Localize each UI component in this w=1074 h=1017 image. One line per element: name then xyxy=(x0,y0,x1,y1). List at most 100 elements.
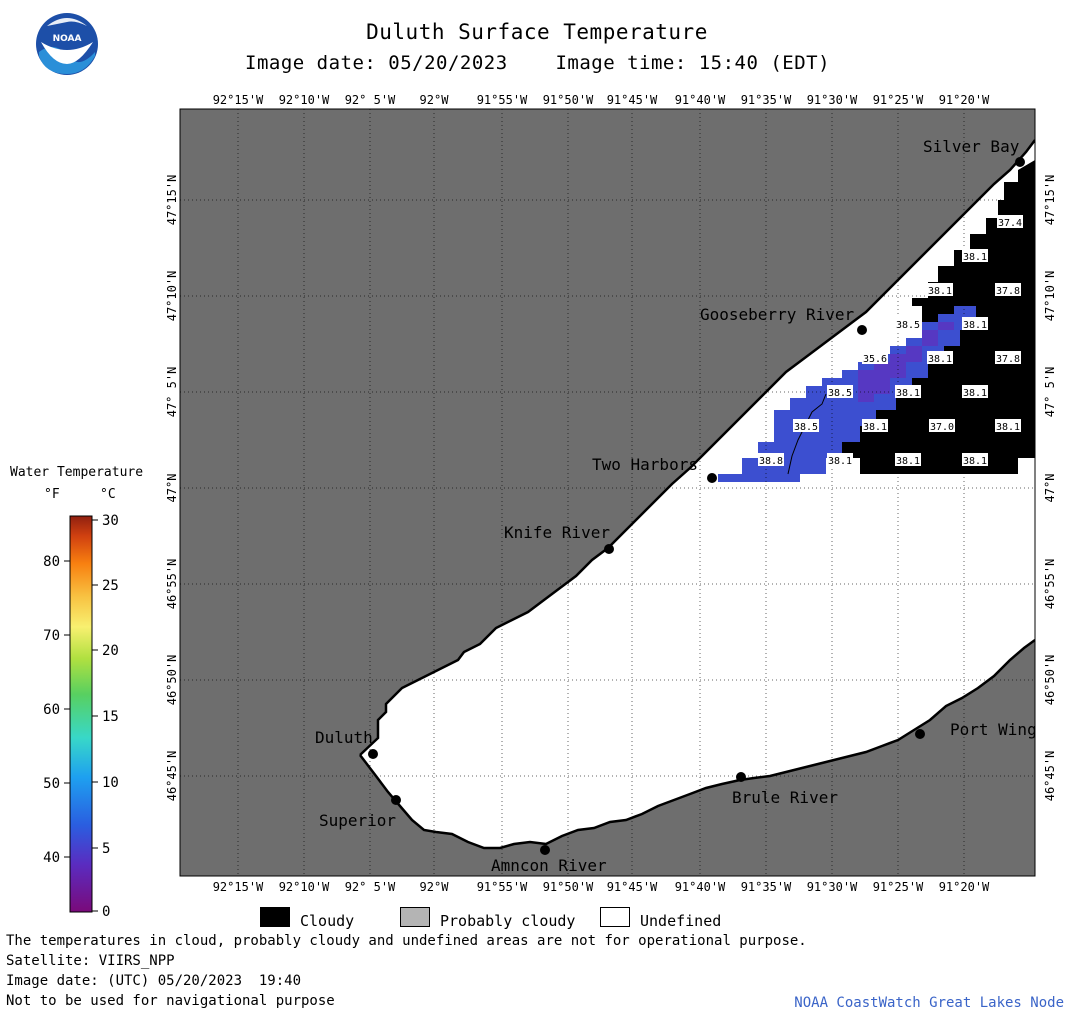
lon-label-bottom: 91°45'W xyxy=(607,880,658,894)
temperature-label: 37.8 xyxy=(995,351,1021,365)
place-marker: Superior xyxy=(319,795,401,830)
svg-text:37.8: 37.8 xyxy=(996,354,1020,365)
lon-label-top: 91°30'W xyxy=(807,93,858,107)
lat-label-left: 46°55'N xyxy=(165,559,179,610)
lon-label-top: 91°45'W xyxy=(607,93,658,107)
lat-label-right: 47°10'N xyxy=(1043,271,1057,322)
temperature-label: 38.8 xyxy=(758,453,784,467)
svg-text:38.1: 38.1 xyxy=(896,456,920,467)
legend-unit-c: °C xyxy=(100,487,116,502)
legend-c-tick: 20 xyxy=(102,643,119,659)
legend-f-tick: 50 xyxy=(43,776,60,792)
lat-label-left: 46°50'N xyxy=(165,655,179,706)
temperature-label: 38.1 xyxy=(962,385,988,399)
lat-label-right: 47°15'N xyxy=(1043,175,1057,226)
temperature-label: 38.1 xyxy=(962,317,988,331)
svg-text:38.5: 38.5 xyxy=(896,320,920,331)
lon-label-top: 91°50'W xyxy=(543,93,594,107)
image-time: Image time: 15:40 (EDT) xyxy=(555,52,831,74)
temperature-label: 38.5 xyxy=(793,419,819,433)
svg-text:38.1: 38.1 xyxy=(996,422,1020,433)
temperature-label: 38.1 xyxy=(895,453,921,467)
lon-label-top: 91°25'W xyxy=(873,93,924,107)
svg-text:35.6: 35.6 xyxy=(863,354,887,365)
legend-c-tick: 0 xyxy=(102,904,110,920)
lat-label-right: 46°55'N xyxy=(1043,559,1057,610)
place-marker: Brule River xyxy=(732,772,838,807)
place-label: Superior xyxy=(319,811,396,830)
key-cloudy-swatch xyxy=(260,907,290,927)
place-label: Brule River xyxy=(732,788,838,807)
key-probably-cloudy-label: Probably cloudy xyxy=(440,912,576,930)
legend-c-tick: 30 xyxy=(102,513,119,529)
lon-label-top: 92°15'W xyxy=(213,93,264,107)
lon-label-top: 91°55'W xyxy=(477,93,528,107)
temperature-label: 38.1 xyxy=(895,385,921,399)
place-label: Port Wing xyxy=(950,720,1037,739)
legend-f-tick: 80 xyxy=(43,554,60,570)
lon-label-bottom: 92°15'W xyxy=(213,880,264,894)
svg-text:37.8: 37.8 xyxy=(996,286,1020,297)
legend-c-tick: 10 xyxy=(102,775,119,791)
place-marker: Gooseberry River xyxy=(700,305,867,335)
svg-text:38.5: 38.5 xyxy=(794,422,818,433)
footer-nav-warning: Not to be used for navigational purpose xyxy=(6,993,335,1009)
temperature-label: 37.4 xyxy=(997,215,1023,229)
footer-credit[interactable]: NOAA CoastWatch Great Lakes Node xyxy=(794,995,1064,1011)
lat-label-right: 46°50'N xyxy=(1043,655,1057,706)
image-datetime: Image date: 05/20/2023 Image time: 15:40… xyxy=(245,52,830,74)
lon-label-bottom: 92°10'W xyxy=(279,880,330,894)
temperature-label: 37.8 xyxy=(995,283,1021,297)
svg-text:38.1: 38.1 xyxy=(963,252,987,263)
lon-label-top: 92° 5'W xyxy=(345,93,396,107)
svg-text:37.4: 37.4 xyxy=(998,218,1022,229)
lon-label-bottom: 91°55'W xyxy=(477,880,528,894)
place-label: Silver Bay xyxy=(923,137,1020,156)
lat-label-left: 47°15'N xyxy=(165,175,179,226)
lon-label-top: 91°40'W xyxy=(675,93,726,107)
svg-text:38.1: 38.1 xyxy=(863,422,887,433)
lon-label-top: 91°20'W xyxy=(939,93,990,107)
temperature-label: 38.1 xyxy=(927,351,953,365)
place-marker: Two Harbors xyxy=(592,455,717,483)
temperature-label: 38.1 xyxy=(995,419,1021,433)
image-date: Image date: 05/20/2023 xyxy=(245,52,508,74)
place-marker: Amncon River xyxy=(491,845,607,875)
svg-text:38.1: 38.1 xyxy=(963,388,987,399)
legend-f-tick: 70 xyxy=(43,628,60,644)
svg-text:38.1: 38.1 xyxy=(963,456,987,467)
lat-label-right: 47° 5'N xyxy=(1043,367,1057,418)
lon-label-bottom: 92°W xyxy=(420,880,450,894)
place-label: Duluth xyxy=(315,728,373,747)
legend-c-tick: 25 xyxy=(102,578,119,594)
svg-text:38.1: 38.1 xyxy=(828,456,852,467)
temperature-label: 38.1 xyxy=(962,453,988,467)
lon-label-bottom: 91°25'W xyxy=(873,880,924,894)
footer-note: The temperatures in cloud, probably clou… xyxy=(6,933,807,949)
temperature-label: 38.1 xyxy=(862,419,888,433)
place-marker: Port Wing xyxy=(915,720,1037,739)
legend-title: Water Temperature xyxy=(10,465,144,480)
legend-color-bar xyxy=(69,515,93,913)
legend-unit-f: °F xyxy=(44,487,60,502)
lon-label-bottom: 91°50'W xyxy=(543,880,594,894)
svg-text:38.1: 38.1 xyxy=(896,388,920,399)
temperature-label: 38.5 xyxy=(827,385,853,399)
svg-text:38.8: 38.8 xyxy=(759,456,783,467)
lon-label-bottom: 91°35'W xyxy=(741,880,792,894)
place-label: Amncon River xyxy=(491,856,607,875)
temperature-label: 35.6 xyxy=(862,351,888,365)
lat-label-left: 47°N xyxy=(165,474,179,503)
legend-c-tick: 15 xyxy=(102,709,119,725)
place-marker: Knife River xyxy=(504,523,614,554)
noaa-logo: NOAA xyxy=(35,12,99,76)
legend-c-tick: 5 xyxy=(102,841,110,857)
svg-text:37.0: 37.0 xyxy=(930,422,954,433)
lat-label-left: 47° 5'N xyxy=(165,367,179,418)
temperature-label: 38.5 xyxy=(895,317,921,331)
footer-satellite: Satellite: VIIRS_NPP xyxy=(6,953,175,969)
lon-label-bottom: 91°30'W xyxy=(807,880,858,894)
temperature-label: 38.1 xyxy=(962,249,988,263)
key-probably-cloudy-swatch xyxy=(400,907,430,927)
